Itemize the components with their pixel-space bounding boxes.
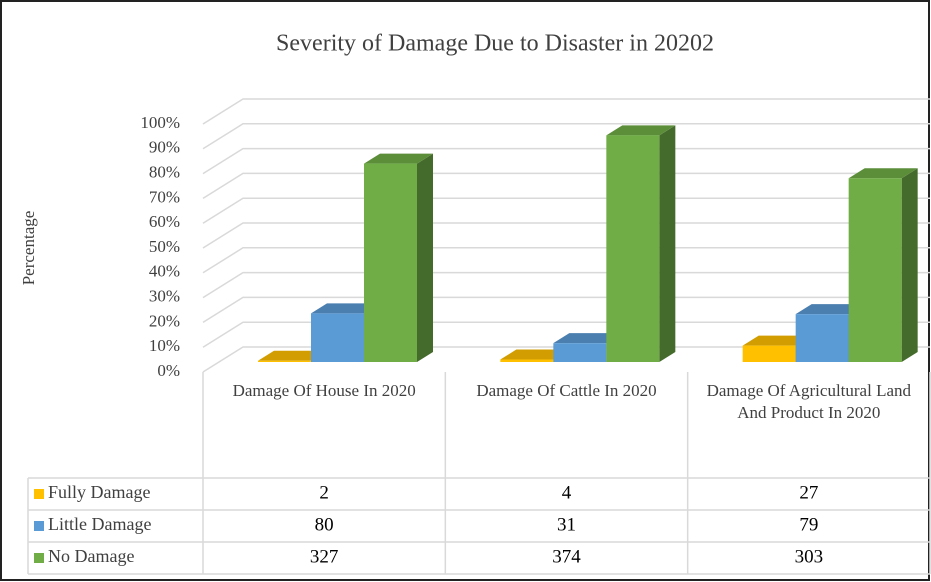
bar-top	[742, 335, 812, 346]
grid-line	[202, 123, 930, 150]
legend-key	[34, 553, 44, 563]
table-value: 4	[562, 482, 572, 503]
bar	[848, 178, 902, 362]
y-tick-label: 100%	[140, 113, 180, 132]
category-label: Damage Of Agricultural Land And Product …	[706, 381, 912, 422]
table-value: 2	[319, 482, 329, 503]
bar	[364, 163, 417, 362]
table-value: 79	[799, 514, 818, 535]
bar-top	[364, 153, 433, 164]
category-label: Damage Of Cattle In 2020	[476, 381, 657, 400]
legend-key	[34, 489, 44, 499]
bar-side	[901, 168, 918, 362]
grid-line	[202, 296, 930, 324]
bar	[258, 360, 311, 362]
bar	[311, 313, 364, 362]
bar	[553, 343, 607, 362]
chart-title: Severity of Damage Due to Disaster in 20…	[276, 31, 714, 57]
grid-line	[202, 247, 930, 274]
bar	[500, 359, 554, 362]
bar	[606, 135, 660, 362]
bar-top	[311, 303, 380, 314]
table-value: 27	[799, 482, 818, 503]
bar-top	[500, 349, 570, 360]
bar-top	[606, 125, 676, 136]
grid-line	[202, 147, 930, 175]
grid-line	[202, 271, 930, 299]
legend-key	[34, 521, 44, 531]
legend-label: Little Damage	[48, 514, 151, 534]
y-tick-label: 10%	[149, 336, 180, 355]
category-label: Damage Of House In 2020	[232, 381, 416, 400]
y-tick-label: 20%	[149, 311, 180, 330]
bar-top	[848, 168, 918, 179]
y-axis-label: Percentage	[19, 211, 38, 286]
grid-line	[202, 222, 930, 249]
y-tick-label: 50%	[149, 237, 180, 256]
y-tick-label: 0%	[157, 361, 180, 380]
table-value: 327	[310, 546, 339, 567]
grid-line	[202, 172, 930, 200]
table-value: 31	[557, 514, 576, 535]
y-tick-label: 30%	[149, 287, 180, 306]
bar-top	[258, 350, 327, 361]
grid-line	[202, 346, 930, 373]
legend-label: Fully Damage	[48, 482, 150, 502]
table-value: 80	[315, 514, 334, 535]
table-value: 374	[552, 546, 581, 567]
y-tick-label: 40%	[149, 262, 180, 281]
grid-line	[202, 321, 930, 348]
y-tick-label: 80%	[149, 163, 180, 182]
bar	[742, 345, 796, 362]
bar-top	[553, 333, 623, 344]
grid-line	[202, 197, 930, 224]
bar	[795, 314, 849, 362]
table-value: 303	[795, 546, 824, 567]
legend-label: No Damage	[48, 546, 134, 566]
grid-line	[202, 98, 930, 125]
y-tick-label: 90%	[149, 138, 180, 157]
bar-top	[795, 304, 865, 315]
bar-side	[659, 125, 676, 362]
bar-side	[417, 153, 433, 362]
y-tick-label: 70%	[149, 187, 180, 206]
y-tick-label: 60%	[149, 212, 180, 231]
